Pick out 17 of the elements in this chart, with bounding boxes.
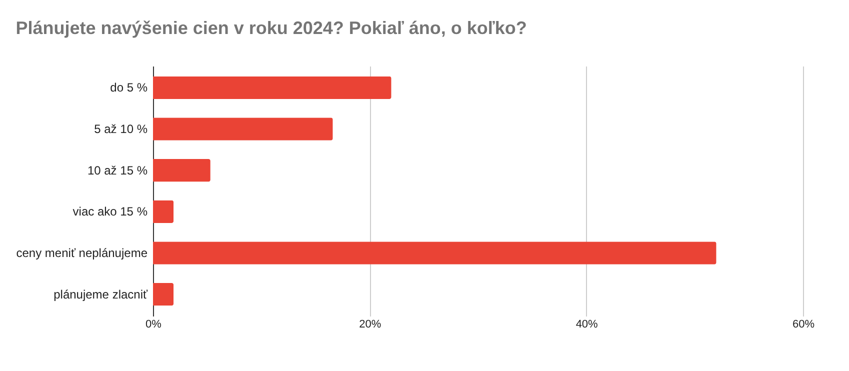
y-tick-label: do 5 % xyxy=(110,80,148,95)
bar xyxy=(153,282,174,306)
y-tick-label: 5 až 10 % xyxy=(94,122,148,136)
bar xyxy=(153,158,210,182)
x-tick-label: 40% xyxy=(576,318,598,330)
y-tick-label: plánujeme zlacniť xyxy=(54,287,148,302)
bar xyxy=(153,200,174,224)
x-tick-label: 0% xyxy=(146,318,162,330)
y-tick-label: 10 až 15 % xyxy=(87,163,148,178)
x-tick-label: 60% xyxy=(792,318,815,330)
bar xyxy=(153,118,333,140)
bar xyxy=(153,76,392,100)
chart-title: Plánujete navýšenie cien v roku 2024? Pokiaľ áno, o koľko? xyxy=(16,18,527,38)
y-tick-label: ceny meniť neplánujeme xyxy=(16,246,148,260)
x-tick-label: 20% xyxy=(359,318,382,330)
y-tick-label: viac ako 15 % xyxy=(72,204,148,219)
bar xyxy=(153,242,716,264)
